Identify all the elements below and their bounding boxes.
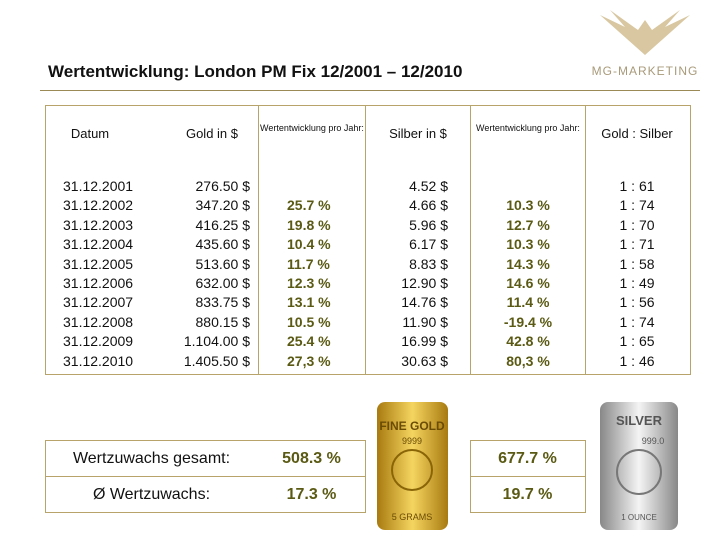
- cell: 416.25 $: [195, 216, 251, 233]
- cell: 14.6 %: [506, 275, 550, 291]
- cell: 31.12.2005: [63, 255, 134, 272]
- cell: 31.12.2004: [63, 236, 134, 253]
- cell: 1.405.50 $: [183, 352, 250, 369]
- bar-text: FINE GOLD: [379, 419, 445, 433]
- cell: 31.12.2009: [63, 333, 134, 350]
- bar-text: SILVER: [616, 413, 663, 428]
- cell: 27,3 %: [287, 352, 331, 369]
- summary-value: 508.3 %: [282, 450, 341, 467]
- cell: 1.104.00 $: [183, 333, 250, 350]
- cell: 1 : 74: [619, 197, 655, 214]
- summary-value: 19.7 %: [502, 486, 553, 503]
- cell: 1 : 56: [619, 294, 655, 311]
- cell: 25.7 %: [287, 197, 331, 214]
- summary-label: Wertzuwachs gesamt:: [72, 450, 231, 467]
- cell: 14.3 %: [506, 255, 550, 272]
- cell: 13.1 %: [287, 294, 331, 311]
- cell: 10.3 %: [506, 236, 550, 253]
- cell: 31.12.2006: [63, 275, 134, 291]
- cell: 513.60 $: [195, 255, 251, 272]
- cell: 435.60 $: [195, 236, 251, 253]
- column-header: Wertentwicklung pro Jahr:: [260, 123, 364, 133]
- cell: 31.12.2003: [63, 216, 134, 233]
- logo: MG-MARKETING: [592, 10, 699, 78]
- column-header: Datum: [70, 126, 110, 141]
- column-header: Silber in $: [389, 126, 447, 141]
- eagle: [600, 10, 690, 55]
- gold-bar: FINE GOLD 9999 5 GRAMS: [377, 402, 448, 530]
- bar-text: 999.0: [642, 436, 665, 446]
- cell: 80,3 %: [506, 352, 550, 369]
- cell: 31.12.2002: [63, 197, 134, 214]
- cell: 1 : 74: [619, 313, 655, 330]
- bar-text: 5 GRAMS: [392, 512, 433, 522]
- cell: 4.52 $: [409, 178, 448, 194]
- silver-bar: SILVER 999.0 1 OUNCE: [600, 402, 678, 530]
- cell: 1 : 65: [619, 333, 655, 350]
- column-header: Wertentwicklung pro Jahr:: [476, 123, 580, 133]
- cell: 1 : 71: [619, 236, 655, 253]
- cell: 11.4 %: [506, 294, 550, 311]
- cell: 19.8 %: [287, 216, 331, 233]
- cell: 1 : 70: [619, 216, 655, 233]
- cell: 1 : 58: [619, 255, 655, 272]
- cell: 1 : 46: [619, 352, 655, 369]
- cell: 1 : 49: [619, 275, 655, 291]
- cell: 10.5 %: [287, 313, 331, 330]
- logo-text: MG-MARKETING: [592, 64, 699, 78]
- cell: 42.8 %: [506, 333, 550, 350]
- bar-text: 1 OUNCE: [621, 513, 657, 522]
- column-header: Gold in $: [185, 126, 239, 141]
- cell: 833.75 $: [195, 294, 251, 311]
- sum-box: [45, 476, 366, 513]
- cell: 347.20 $: [195, 197, 251, 214]
- cell: 276.50 $: [195, 178, 251, 194]
- cell: 6.17 $: [409, 236, 448, 253]
- cell: -19.4 %: [503, 313, 553, 330]
- cell: 880.15 $: [195, 313, 251, 330]
- cell: 14.76 $: [401, 294, 448, 311]
- cell: 25.4 %: [287, 333, 331, 350]
- column-header: Gold : Silber: [601, 126, 673, 141]
- cell: 31.12.2001: [63, 178, 134, 194]
- cell: 632.00 $: [195, 275, 251, 291]
- cell: 4.66 $: [409, 197, 448, 214]
- cell: 5.96 $: [409, 216, 448, 233]
- bar-text: 9999: [402, 436, 422, 446]
- title: Wertentwicklung: London PM Fix 12/2001 –…: [48, 62, 463, 81]
- summary-label: Ø Wertzuwachs:: [92, 486, 211, 503]
- cell: 16.99 $: [401, 333, 448, 350]
- cell: 12.7 %: [506, 216, 550, 233]
- cell: 10.4 %: [287, 236, 331, 253]
- cell: 11.90 $: [402, 313, 448, 330]
- cell: 11.7 %: [287, 255, 330, 272]
- cell: 8.83 $: [409, 255, 448, 272]
- cell: 12.3 %: [287, 275, 331, 291]
- cell: 31.12.2008: [63, 313, 134, 330]
- cell: 1 : 61: [619, 178, 655, 194]
- cell: 30.63 $: [401, 352, 448, 369]
- summary-value: 677.7 %: [498, 450, 557, 467]
- summary-value: 17.3 %: [286, 486, 337, 503]
- col-box: [585, 105, 691, 375]
- sum-box: [470, 476, 586, 513]
- cell: 10.3 %: [506, 197, 550, 214]
- cell: 31.12.2010: [63, 352, 134, 369]
- cell: 12.90 $: [401, 275, 448, 291]
- rule: [40, 90, 700, 91]
- cell: 31.12.2007: [63, 294, 134, 311]
